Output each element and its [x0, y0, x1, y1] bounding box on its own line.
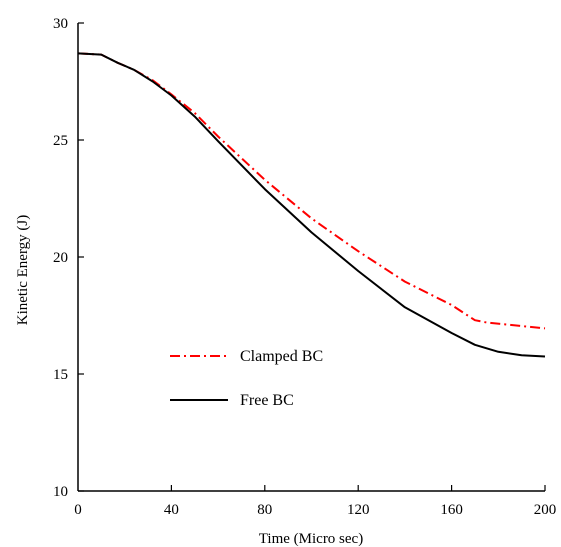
y-tick-label: 15	[53, 367, 68, 383]
x-tick-label: 80	[257, 502, 272, 518]
y-axis-title: Kinetic Energy (J)	[15, 215, 31, 326]
y-tick-label: 10	[53, 484, 68, 500]
y-ticks: 10 15 20 25 30	[53, 16, 84, 500]
x-tick-label: 200	[534, 502, 557, 518]
x-ticks: 0 40 80 120 160 200	[74, 485, 556, 518]
x-tick-label: 0	[74, 502, 82, 518]
x-tick-label: 40	[164, 502, 179, 518]
y-tick-label: 20	[53, 250, 68, 266]
plot-area	[77, 52, 546, 358]
x-axis-title: Time (Micro sec)	[259, 531, 363, 547]
x-tick-label: 120	[347, 502, 370, 518]
series-line-free-bc	[77, 52, 546, 358]
x-tick-label: 160	[440, 502, 463, 518]
legend: Clamped BC Free BC	[170, 348, 323, 409]
legend-label-free-bc: Free BC	[240, 392, 294, 409]
series-line-clamped-bc	[77, 52, 546, 330]
legend-label-clamped-bc: Clamped BC	[240, 348, 323, 365]
y-tick-label: 30	[53, 16, 68, 32]
y-tick-label: 25	[53, 133, 68, 149]
